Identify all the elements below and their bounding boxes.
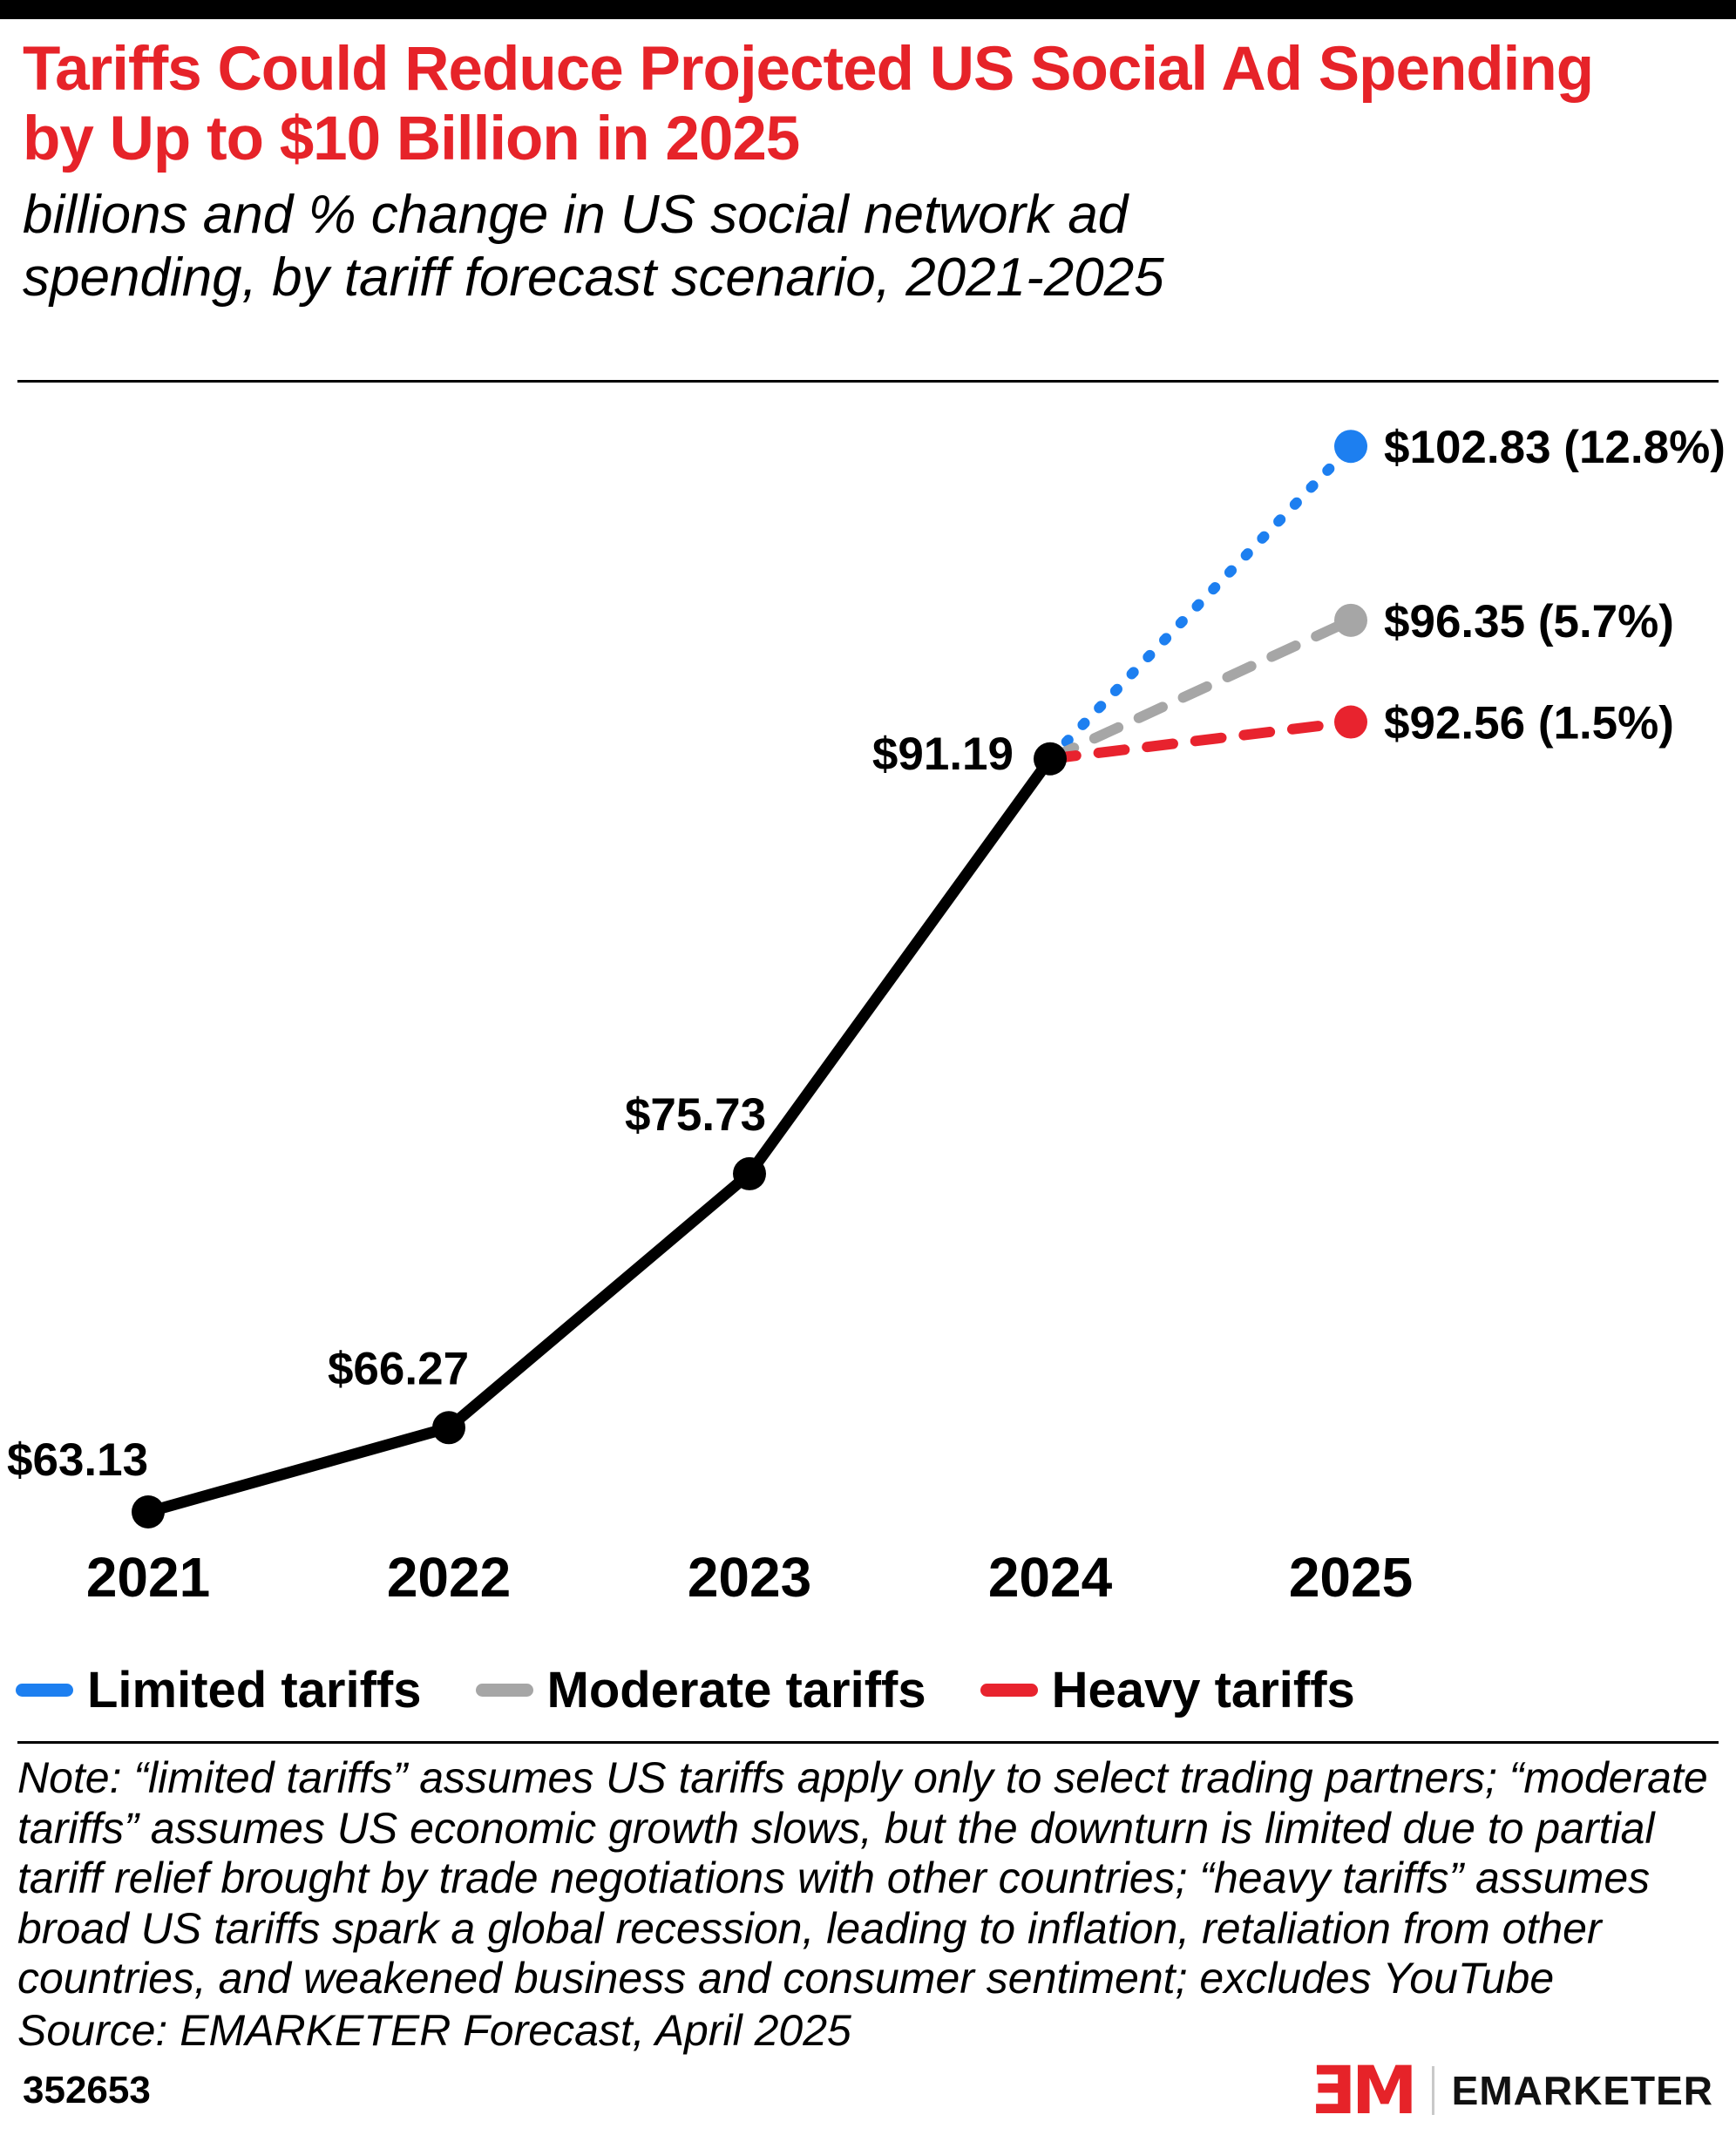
emarketer-logo-mark-icon: ƎM bbox=[1310, 2051, 1418, 2129]
legend-swatch-moderate-tariffs bbox=[475, 1684, 533, 1697]
projection-line-limited-tariffs bbox=[1045, 441, 1356, 764]
legend-item-heavy-tariffs: Heavy tariffs bbox=[980, 1661, 1355, 1719]
bottom-row: 352653 ƎM EMARKETER bbox=[23, 2057, 1713, 2124]
x-tick-label-2024: 2024 bbox=[988, 1546, 1113, 1609]
chart-title: Tariffs Could Reduce Projected US Social… bbox=[23, 35, 1594, 173]
header: Tariffs Could Reduce Projected US Social… bbox=[23, 35, 1713, 309]
top-bar bbox=[0, 0, 1736, 19]
data-point-2022 bbox=[432, 1411, 465, 1445]
legend-item-limited-tariffs: Limited tariffs bbox=[16, 1661, 422, 1719]
chart-area: $102.83 (12.8%) $96.35 (5.7%) $92.56 (1.5%… bbox=[0, 383, 1736, 1638]
point-label-2023: $75.73 bbox=[625, 1089, 766, 1141]
point-label-2021: $63.13 bbox=[7, 1434, 148, 1486]
endpoint-dot-heavy-tariffs bbox=[1334, 705, 1367, 739]
legend-swatch-limited-tariffs bbox=[16, 1684, 73, 1697]
data-point-2024 bbox=[1034, 742, 1067, 776]
endpoint-dot-moderate-tariffs bbox=[1334, 603, 1367, 637]
emarketer-logo: ƎM EMARKETER bbox=[1310, 2057, 1713, 2124]
x-tick-label-2025: 2025 bbox=[1289, 1546, 1413, 1609]
legend-label-limited-tariffs: Limited tariffs bbox=[87, 1662, 422, 1718]
projection-label-limited-tariffs: $102.83 (12.8%) bbox=[1384, 422, 1726, 473]
footer-divider bbox=[17, 1741, 1719, 1744]
history-line bbox=[142, 753, 1056, 1518]
legend-label-heavy-tariffs: Heavy tariffs bbox=[1051, 1662, 1355, 1718]
x-tick-label-2023: 2023 bbox=[688, 1546, 811, 1609]
chart-svg: $102.83 (12.8%) $96.35 (5.7%) $92.56 (1.5%… bbox=[7, 422, 1726, 1609]
footnote-block: Note: “limited tariffs” assumes US tarif… bbox=[17, 1753, 1719, 2056]
legend-item-moderate-tariffs: Moderate tariffs bbox=[475, 1661, 926, 1719]
x-tick-label-2022: 2022 bbox=[387, 1546, 511, 1609]
legend-swatch-heavy-tariffs bbox=[980, 1684, 1038, 1697]
endpoint-dot-limited-tariffs bbox=[1334, 430, 1367, 464]
legend-label-moderate-tariffs: Moderate tariffs bbox=[546, 1662, 926, 1718]
projection-label-moderate-tariffs: $96.35 (5.7%) bbox=[1384, 596, 1674, 647]
projection-line-heavy-tariffs bbox=[1045, 716, 1356, 764]
header-divider bbox=[17, 380, 1719, 383]
data-point-2021 bbox=[132, 1495, 165, 1528]
source-text: Source: EMARKETER Forecast, April 2025 bbox=[17, 2005, 851, 2055]
chart-subtitle: billions and % change in US social netwo… bbox=[23, 185, 1164, 308]
logo-divider bbox=[1431, 2066, 1434, 2115]
projection-label-heavy-tariffs: $92.56 (1.5%) bbox=[1384, 698, 1674, 749]
note-text: Note: “limited tariffs” assumes US tarif… bbox=[17, 1753, 1708, 2003]
point-label-2024: $91.19 bbox=[872, 729, 1014, 780]
point-label-2022: $66.27 bbox=[328, 1343, 469, 1394]
chart-id: 352653 bbox=[23, 2069, 151, 2111]
emarketer-logo-text: EMARKETER bbox=[1451, 2068, 1713, 2113]
legend: Limited tariffs Moderate tariffs Heavy t… bbox=[16, 1661, 1355, 1719]
x-tick-label-2021: 2021 bbox=[86, 1546, 210, 1609]
data-point-2023 bbox=[733, 1156, 766, 1190]
projection-line-moderate-tariffs bbox=[1045, 614, 1356, 764]
